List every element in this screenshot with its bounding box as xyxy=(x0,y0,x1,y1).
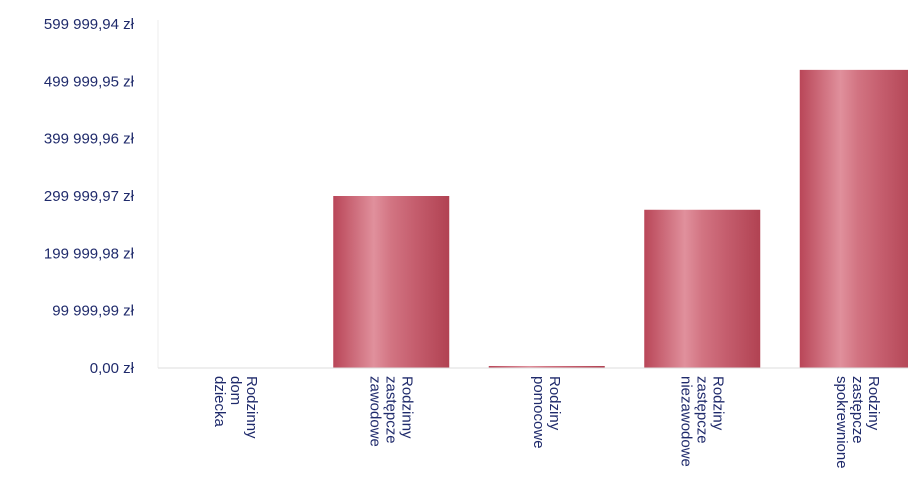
y-tick-label: 599 999,94 zł xyxy=(44,16,135,33)
y-tick-label: 199 999,98 zł xyxy=(44,245,135,262)
y-tick-label: 299 999,97 zł xyxy=(44,188,135,205)
bar[interactable] xyxy=(333,195,450,368)
x-category-label-line: pomocowe xyxy=(530,376,547,449)
bars-group xyxy=(333,69,908,368)
x-category-label-line: zastępcze xyxy=(849,376,866,444)
x-category-label-line: zawodowe xyxy=(366,376,383,447)
x-category-label-line: dom xyxy=(227,376,244,405)
bar[interactable] xyxy=(488,365,605,368)
x-category-label-line: Rodzinny xyxy=(243,376,260,439)
x-category-label-line: spokrewnione xyxy=(833,376,850,469)
y-axis: 0,00 zł 99 999,99 zł 199 999,98 zł 299 999,… xyxy=(44,16,135,377)
x-category-label-line: niezawodowe xyxy=(677,376,694,467)
x-category-label-line: Rodziny xyxy=(865,376,882,431)
x-category-label-line: Rodzinny xyxy=(398,376,415,439)
x-category-label-line: zastępcze xyxy=(693,376,710,444)
y-tick-label: 399 999,96 zł xyxy=(44,131,135,148)
bar[interactable] xyxy=(644,209,761,368)
y-tick-label: 99 999,99 zł xyxy=(52,303,134,320)
y-tick-label: 499 999,95 zł xyxy=(44,73,135,90)
bar[interactable] xyxy=(799,69,908,368)
x-category-label-line: Rodziny xyxy=(546,376,563,431)
x-category-label-line: Rodziny xyxy=(709,376,726,431)
y-tick-label: 0,00 zł xyxy=(90,360,135,377)
x-category-label-line: zastępcze xyxy=(382,376,399,444)
x-category-label-line: dziecka xyxy=(211,376,228,428)
